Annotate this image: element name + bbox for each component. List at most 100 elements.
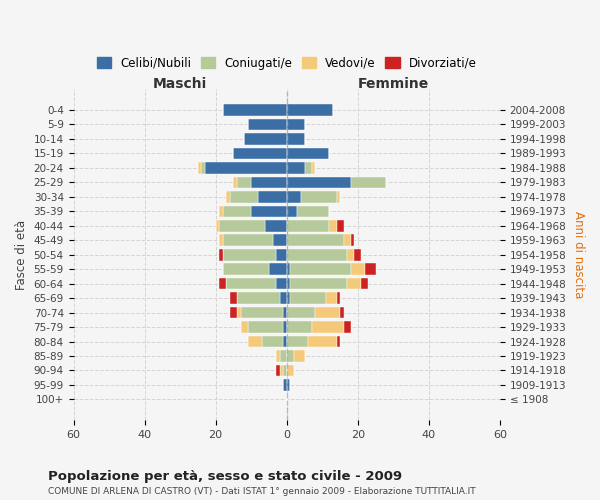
- Bar: [276, 278, 287, 289]
- Bar: [223, 264, 269, 275]
- Text: Maschi: Maschi: [153, 77, 207, 91]
- Bar: [248, 336, 262, 347]
- Bar: [287, 249, 347, 260]
- Bar: [276, 350, 280, 362]
- Bar: [347, 278, 361, 289]
- Bar: [259, 191, 287, 202]
- Bar: [248, 322, 283, 333]
- Bar: [219, 234, 223, 246]
- Bar: [351, 176, 386, 188]
- Bar: [287, 278, 290, 289]
- Bar: [290, 264, 351, 275]
- Bar: [276, 364, 280, 376]
- Bar: [287, 191, 301, 202]
- Bar: [230, 191, 259, 202]
- Bar: [287, 176, 351, 188]
- Bar: [241, 322, 248, 333]
- Bar: [294, 350, 305, 362]
- Bar: [219, 249, 223, 260]
- Y-axis label: Fasce di età: Fasce di età: [15, 220, 28, 290]
- Bar: [298, 206, 329, 217]
- Bar: [287, 220, 329, 232]
- Bar: [287, 162, 305, 173]
- Bar: [311, 162, 315, 173]
- Bar: [337, 220, 344, 232]
- Bar: [276, 249, 287, 260]
- Bar: [251, 176, 287, 188]
- Bar: [337, 336, 340, 347]
- Bar: [244, 133, 287, 144]
- Bar: [241, 307, 283, 318]
- Bar: [283, 322, 287, 333]
- Bar: [223, 249, 276, 260]
- Bar: [308, 336, 337, 347]
- Bar: [287, 264, 290, 275]
- Bar: [340, 307, 344, 318]
- Bar: [269, 264, 287, 275]
- Bar: [351, 264, 365, 275]
- Bar: [287, 307, 315, 318]
- Bar: [265, 220, 287, 232]
- Bar: [287, 104, 333, 116]
- Bar: [287, 206, 298, 217]
- Bar: [283, 307, 287, 318]
- Bar: [283, 336, 287, 347]
- Bar: [329, 220, 337, 232]
- Bar: [233, 148, 287, 159]
- Bar: [287, 148, 329, 159]
- Bar: [283, 379, 287, 391]
- Bar: [301, 191, 337, 202]
- Bar: [337, 292, 340, 304]
- Text: Femmine: Femmine: [358, 77, 429, 91]
- Bar: [287, 350, 294, 362]
- Bar: [280, 350, 287, 362]
- Y-axis label: Anni di nascita: Anni di nascita: [572, 211, 585, 298]
- Bar: [287, 336, 308, 347]
- Bar: [223, 206, 251, 217]
- Bar: [344, 322, 351, 333]
- Bar: [315, 307, 340, 318]
- Legend: Celibi/Nubili, Coniugati/e, Vedovi/e, Divorziati/e: Celibi/Nubili, Coniugati/e, Vedovi/e, Di…: [92, 52, 482, 74]
- Bar: [262, 336, 283, 347]
- Bar: [290, 278, 347, 289]
- Bar: [287, 234, 344, 246]
- Bar: [198, 162, 202, 173]
- Bar: [287, 118, 305, 130]
- Bar: [223, 234, 272, 246]
- Bar: [280, 364, 283, 376]
- Bar: [223, 104, 287, 116]
- Bar: [230, 292, 237, 304]
- Bar: [248, 118, 287, 130]
- Bar: [287, 322, 311, 333]
- Bar: [290, 292, 326, 304]
- Bar: [226, 191, 230, 202]
- Bar: [326, 292, 337, 304]
- Bar: [351, 234, 354, 246]
- Bar: [230, 307, 237, 318]
- Bar: [237, 292, 280, 304]
- Bar: [272, 234, 287, 246]
- Bar: [365, 264, 376, 275]
- Bar: [354, 249, 361, 260]
- Bar: [226, 278, 276, 289]
- Bar: [237, 307, 241, 318]
- Bar: [251, 206, 287, 217]
- Bar: [344, 234, 351, 246]
- Bar: [287, 292, 290, 304]
- Bar: [287, 379, 290, 391]
- Bar: [287, 133, 305, 144]
- Bar: [283, 364, 287, 376]
- Bar: [287, 364, 294, 376]
- Bar: [202, 162, 205, 173]
- Text: Popolazione per età, sesso e stato civile - 2009: Popolazione per età, sesso e stato civil…: [48, 470, 402, 483]
- Bar: [219, 206, 223, 217]
- Bar: [305, 162, 311, 173]
- Bar: [219, 278, 226, 289]
- Bar: [215, 220, 219, 232]
- Bar: [233, 176, 237, 188]
- Bar: [280, 292, 287, 304]
- Bar: [237, 176, 251, 188]
- Text: COMUNE DI ARLENA DI CASTRO (VT) - Dati ISTAT 1° gennaio 2009 - Elaborazione TUTT: COMUNE DI ARLENA DI CASTRO (VT) - Dati I…: [48, 488, 476, 496]
- Bar: [361, 278, 368, 289]
- Bar: [219, 220, 265, 232]
